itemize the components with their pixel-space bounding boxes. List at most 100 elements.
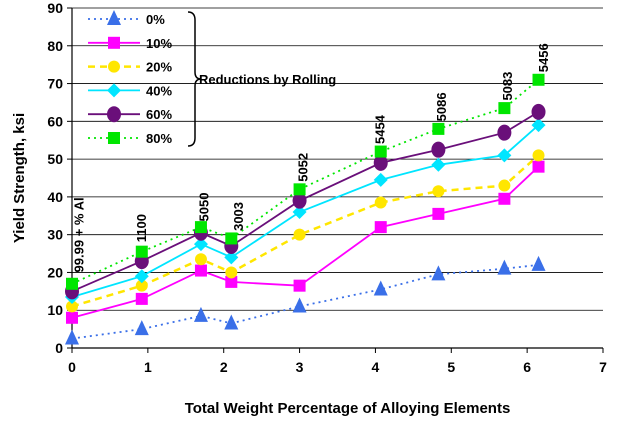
alloy-label: 5086 [434,92,449,121]
data-point [292,297,307,313]
series-line [71,264,539,340]
data-point [373,172,388,187]
data-point [497,124,512,141]
data-point [107,106,121,123]
data-point [194,253,207,266]
data-point [432,207,445,220]
legend-brace [187,11,202,147]
data-point [373,154,388,171]
data-point [498,192,511,205]
data-point [373,280,388,296]
alloy-label: 5050 [197,193,212,222]
data-point [107,10,121,25]
data-point [107,83,121,98]
data-point [108,60,120,73]
alloy-label: 5052 [295,153,310,182]
data-point [135,245,148,258]
alloy-label: 5454 [373,114,388,144]
x-tick-label: 3 [296,359,304,375]
y-tick-label: 70 [47,76,63,92]
data-point [224,314,239,330]
data-point [293,279,306,292]
x-tick-label: 7 [599,359,607,375]
legend-label: 0% [146,12,165,27]
y-tick-label: 30 [47,227,63,243]
data-point [374,221,387,234]
y-tick-label: 0 [55,340,63,356]
data-point [432,185,445,198]
legend: 0% 10% 20% 40% 60% 80% [88,10,172,146]
grid-lines [72,7,603,311]
alloy-label: 3003 [231,202,246,231]
data-point [531,118,546,133]
data-point [374,145,387,158]
data-point [431,157,446,172]
data-point [194,264,207,277]
legend-label: 20% [146,60,172,75]
y-tick-label: 80 [47,38,63,54]
data-point [65,329,79,345]
data-point [225,232,238,245]
data-point [225,266,238,279]
data-point [135,279,148,292]
y-tick-label: 60 [47,113,63,129]
x-tick-label: 4 [372,359,380,375]
legend-brace-label: Reductions by Rolling [199,72,336,87]
data-point [66,277,78,290]
legend-label: 10% [146,36,172,51]
alloy-label: 99.99 + % Al [72,197,87,272]
data-point [108,36,120,49]
data-point [293,228,306,241]
data-point [224,250,239,265]
alloy-label: 5456 [536,43,551,72]
data-point [497,259,512,275]
data-point [292,205,307,219]
data-point [134,269,149,284]
x-tick-label: 0 [68,359,76,375]
data-point [66,300,78,313]
y-tick-label: 90 [47,0,63,16]
data-point [374,196,387,209]
x-tick-label: 5 [447,359,455,375]
data-point [532,149,545,162]
data-point [134,320,149,336]
alloy-label: 5083 [500,72,515,101]
y-tick-label: 20 [47,264,63,280]
legend-label: 80% [146,131,172,146]
data-point [193,237,208,252]
data-point [532,160,545,173]
data-point [431,141,446,158]
alloy-label: 1100 [134,214,149,242]
data-point [193,306,208,322]
data-point [531,255,546,271]
x-tick-label: 2 [220,359,228,375]
data-point [498,102,511,115]
legend-label: 40% [146,83,172,98]
y-tick-label: 40 [47,189,63,205]
x-tick-label: 6 [523,359,531,375]
data-point [108,132,120,144]
data-point [498,179,511,192]
x-tick-label: 1 [144,359,152,375]
data-point [431,265,446,281]
series-line [71,154,540,308]
data-point [292,192,307,209]
data-point [135,292,148,305]
series-markers [65,73,546,345]
data-point [194,221,207,234]
legend-label: 60% [146,107,172,122]
data-point [497,148,512,163]
data-point [293,183,306,196]
y-tick-label: 10 [47,302,63,318]
data-point [432,122,445,135]
data-point [225,275,238,288]
y-axis-title: Yield Strength, ksi [11,113,28,243]
data-point [66,311,78,324]
y-tick-label: 50 [47,151,63,167]
data-point [532,73,545,86]
x-axis-title: Total Weight Percentage of Alloying Elem… [185,400,511,417]
alloy-annotations: 99.99 + % Al 1100 5050 3003 5052 5454 5086 5083… [72,43,551,272]
data-point [531,103,546,120]
